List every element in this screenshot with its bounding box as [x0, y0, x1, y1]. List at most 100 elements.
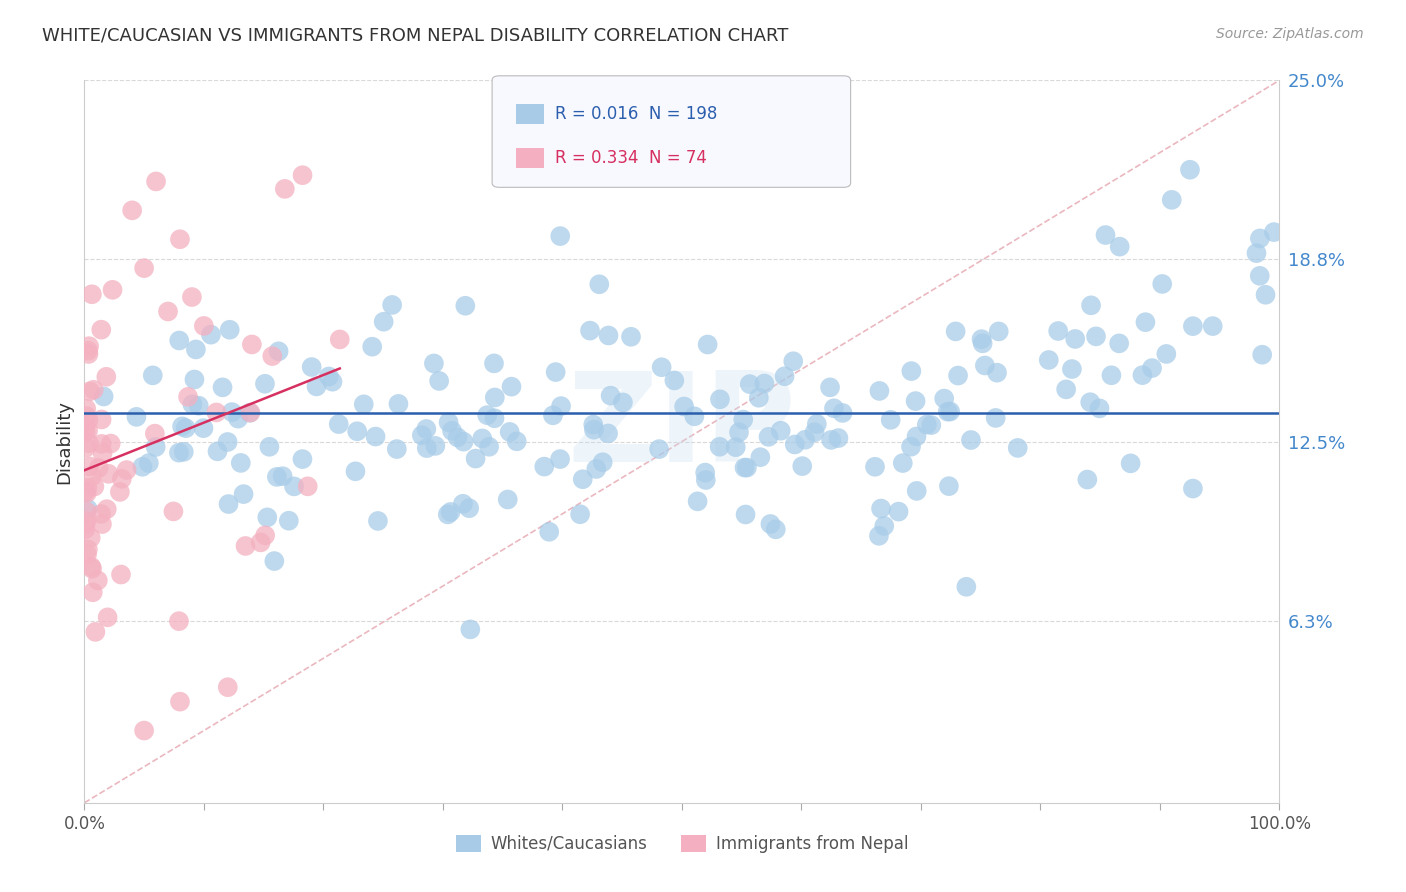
- Point: [1152, 277, 1174, 291]
- Point: [1007, 441, 1029, 455]
- Point: [1088, 401, 1111, 416]
- Point: [735, 460, 758, 475]
- Point: [425, 439, 447, 453]
- Point: [267, 344, 290, 359]
- Point: [955, 580, 977, 594]
- Point: [301, 359, 323, 374]
- Point: [754, 376, 776, 391]
- Point: [77, 436, 100, 450]
- Point: [1178, 162, 1201, 177]
- Point: [1249, 231, 1271, 245]
- Point: [218, 497, 240, 511]
- Point: [823, 401, 845, 416]
- Point: [1156, 347, 1178, 361]
- Point: [759, 516, 782, 531]
- Point: [76, 409, 98, 424]
- Point: [501, 379, 523, 393]
- Point: [97, 467, 120, 481]
- Point: [329, 333, 352, 347]
- Point: [592, 455, 614, 469]
- Point: [582, 417, 605, 432]
- Point: [1263, 225, 1285, 239]
- Point: [1038, 353, 1060, 368]
- Point: [344, 464, 367, 478]
- Point: [232, 487, 254, 501]
- Point: [879, 413, 901, 427]
- Point: [253, 376, 276, 391]
- Point: [79, 384, 101, 399]
- Point: [132, 261, 156, 276]
- Point: [77, 424, 100, 438]
- Point: [373, 315, 395, 329]
- Point: [87, 574, 110, 588]
- Point: [648, 442, 671, 456]
- Point: [90, 323, 112, 337]
- Point: [239, 406, 262, 420]
- Point: [121, 203, 143, 218]
- Point: [181, 397, 204, 411]
- Point: [90, 412, 112, 426]
- Y-axis label: Disability: Disability: [55, 400, 73, 483]
- Point: [318, 369, 340, 384]
- Point: [499, 425, 522, 439]
- Point: [936, 405, 959, 419]
- Point: [887, 505, 910, 519]
- Point: [1108, 336, 1130, 351]
- Point: [271, 469, 294, 483]
- Point: [218, 323, 240, 337]
- Point: [167, 445, 190, 459]
- Point: [80, 287, 103, 301]
- Point: [259, 440, 281, 454]
- Point: [75, 425, 97, 439]
- Point: [900, 364, 922, 378]
- Point: [533, 459, 555, 474]
- Point: [254, 528, 277, 542]
- Point: [484, 411, 506, 425]
- Point: [100, 436, 122, 450]
- Point: [585, 462, 607, 476]
- Point: [972, 336, 994, 351]
- Point: [548, 452, 571, 467]
- Point: [200, 327, 222, 342]
- Point: [108, 484, 131, 499]
- Point: [274, 182, 297, 196]
- Point: [820, 433, 842, 447]
- Point: [709, 392, 731, 407]
- Text: WHITE/CAUCASIAN VS IMMIGRANTS FROM NEPAL DISABILITY CORRELATION CHART: WHITE/CAUCASIAN VS IMMIGRANTS FROM NEPAL…: [42, 27, 789, 45]
- Point: [651, 360, 673, 375]
- Point: [437, 508, 460, 522]
- Point: [548, 229, 571, 244]
- Point: [453, 434, 475, 449]
- Point: [364, 429, 387, 443]
- Point: [221, 405, 243, 419]
- Point: [868, 384, 890, 398]
- Point: [143, 426, 166, 441]
- Point: [110, 567, 132, 582]
- Point: [79, 459, 101, 474]
- Point: [620, 330, 643, 344]
- Point: [673, 400, 696, 414]
- Point: [541, 409, 564, 423]
- Point: [938, 479, 960, 493]
- Point: [1160, 193, 1182, 207]
- Point: [769, 424, 792, 438]
- Point: [748, 391, 770, 405]
- Point: [76, 501, 98, 516]
- Point: [291, 452, 314, 467]
- Point: [423, 356, 446, 370]
- Point: [1080, 298, 1102, 312]
- Point: [283, 479, 305, 493]
- Point: [1135, 315, 1157, 329]
- Point: [1099, 368, 1122, 383]
- Point: [1181, 319, 1204, 334]
- Point: [77, 542, 100, 557]
- Point: [183, 372, 205, 386]
- Point: [353, 397, 375, 411]
- Point: [1132, 368, 1154, 383]
- Point: [111, 472, 134, 486]
- Point: [579, 324, 602, 338]
- Point: [599, 389, 621, 403]
- Point: [385, 442, 408, 456]
- Point: [169, 695, 191, 709]
- Point: [96, 502, 118, 516]
